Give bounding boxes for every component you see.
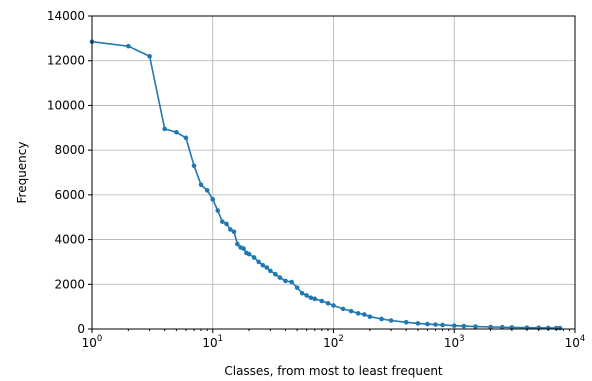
- x-tick-label: 101: [202, 334, 223, 350]
- data-point: [277, 275, 283, 280]
- data-point: [415, 321, 421, 326]
- data-point: [331, 303, 336, 308]
- data-point: [224, 221, 229, 227]
- data-point: [340, 306, 346, 312]
- data-point: [228, 227, 233, 232]
- data-point: [319, 298, 325, 304]
- y-tick-label: 0: [77, 322, 85, 336]
- data-point: [204, 188, 210, 193]
- data-point: [312, 296, 318, 302]
- data-point: [461, 323, 467, 329]
- data-point: [500, 324, 505, 330]
- y-tick-label: 4000: [54, 233, 85, 247]
- data-point: [325, 300, 331, 306]
- data-point: [283, 278, 288, 284]
- data-point: [268, 268, 273, 274]
- x-tick-label: 100: [82, 334, 103, 350]
- data-point: [388, 318, 394, 323]
- data-point: [362, 312, 367, 317]
- data-point: [220, 219, 225, 224]
- data-point: [183, 135, 189, 141]
- data-point: [403, 319, 409, 325]
- y-tick-label: 14000: [47, 9, 85, 23]
- data-point: [264, 265, 270, 270]
- x-tick-label: 102: [323, 334, 344, 350]
- data-point: [289, 279, 294, 285]
- data-point: [425, 321, 430, 327]
- y-tick-label: 10000: [47, 98, 85, 112]
- data-point: [241, 246, 246, 251]
- data-point: [433, 322, 438, 327]
- data-point: [256, 259, 261, 265]
- data-point: [304, 293, 310, 298]
- x-tick-label: 104: [565, 334, 586, 350]
- data-point: [162, 126, 167, 132]
- x-axis-label: Classes, from most to least frequent: [224, 364, 443, 378]
- data-point: [379, 316, 384, 322]
- data-point: [260, 262, 266, 268]
- data-point: [251, 255, 257, 260]
- data-point: [308, 295, 314, 301]
- data-point: [231, 229, 237, 235]
- data-point: [273, 271, 278, 277]
- data-point: [198, 182, 204, 188]
- data-point: [473, 324, 478, 329]
- y-tick-label: 8000: [54, 143, 85, 157]
- data-point: [299, 290, 305, 296]
- data-point: [367, 314, 373, 320]
- data-point: [294, 285, 300, 290]
- y-axis-label: Frequency: [15, 142, 29, 204]
- data-point: [440, 322, 445, 328]
- data-point: [147, 53, 152, 59]
- data-point: [210, 197, 216, 202]
- y-tick-label: 2000: [54, 277, 85, 291]
- data-point: [557, 325, 563, 331]
- data-point: [451, 323, 457, 328]
- data-point: [174, 129, 179, 135]
- data-point: [246, 251, 252, 257]
- data-point: [488, 324, 493, 330]
- series-layer: [89, 39, 563, 331]
- y-tick-label: 6000: [54, 188, 85, 202]
- data-point: [191, 163, 197, 169]
- x-tick-label: 103: [444, 334, 465, 350]
- ticks: 100 101 102 103 104 0 2000 4000 6000 8000 10000 120…: [47, 9, 586, 350]
- data-point: [215, 208, 221, 213]
- data-point: [126, 43, 131, 49]
- data-point: [235, 241, 240, 247]
- y-tick-label: 12000: [47, 54, 85, 68]
- data-point: [348, 308, 354, 314]
- data-point: [355, 311, 361, 316]
